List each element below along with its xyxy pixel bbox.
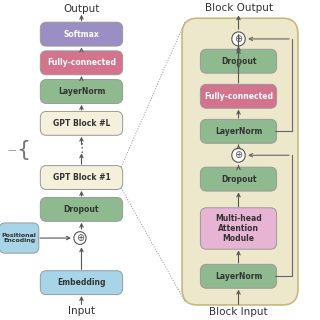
FancyBboxPatch shape <box>40 165 123 189</box>
Text: —: — <box>7 146 16 155</box>
Text: Fully-connected: Fully-connected <box>204 92 273 101</box>
FancyBboxPatch shape <box>200 49 276 73</box>
FancyBboxPatch shape <box>200 208 276 249</box>
FancyBboxPatch shape <box>182 18 298 305</box>
Text: {: { <box>17 140 31 160</box>
FancyBboxPatch shape <box>200 119 276 143</box>
Text: GPT Block #L: GPT Block #L <box>53 119 110 128</box>
Circle shape <box>232 148 245 162</box>
Text: ⋮: ⋮ <box>75 142 88 155</box>
Text: ⊕: ⊕ <box>76 233 84 243</box>
Text: Positional
Encoding: Positional Encoding <box>2 233 36 244</box>
Text: Output: Output <box>63 4 100 14</box>
FancyBboxPatch shape <box>40 80 123 103</box>
FancyBboxPatch shape <box>200 264 276 288</box>
Text: Block Input: Block Input <box>209 307 268 317</box>
FancyBboxPatch shape <box>40 51 123 75</box>
Text: Dropout: Dropout <box>64 205 99 214</box>
FancyBboxPatch shape <box>40 271 123 295</box>
Text: Multi-head
Attention
Module: Multi-head Attention Module <box>215 214 262 244</box>
Text: Fully-connected: Fully-connected <box>47 58 116 67</box>
Text: Block Output: Block Output <box>204 3 273 13</box>
Text: LayerNorm: LayerNorm <box>215 272 262 281</box>
Text: Dropout: Dropout <box>221 175 256 184</box>
FancyBboxPatch shape <box>200 84 276 108</box>
Text: ⊕: ⊕ <box>235 34 243 44</box>
FancyBboxPatch shape <box>40 22 123 46</box>
FancyBboxPatch shape <box>40 197 123 221</box>
FancyBboxPatch shape <box>40 111 123 135</box>
FancyBboxPatch shape <box>200 167 276 191</box>
Text: LayerNorm: LayerNorm <box>58 87 105 96</box>
FancyBboxPatch shape <box>0 223 39 253</box>
Circle shape <box>232 32 245 46</box>
Text: ⊕: ⊕ <box>235 150 243 160</box>
Circle shape <box>74 232 86 244</box>
Text: LayerNorm: LayerNorm <box>215 127 262 136</box>
Text: Embedding: Embedding <box>57 278 106 287</box>
Text: Softmax: Softmax <box>64 30 100 39</box>
Text: GPT Block #1: GPT Block #1 <box>52 173 110 182</box>
Text: Dropout: Dropout <box>221 57 256 66</box>
Text: Input: Input <box>68 306 95 316</box>
